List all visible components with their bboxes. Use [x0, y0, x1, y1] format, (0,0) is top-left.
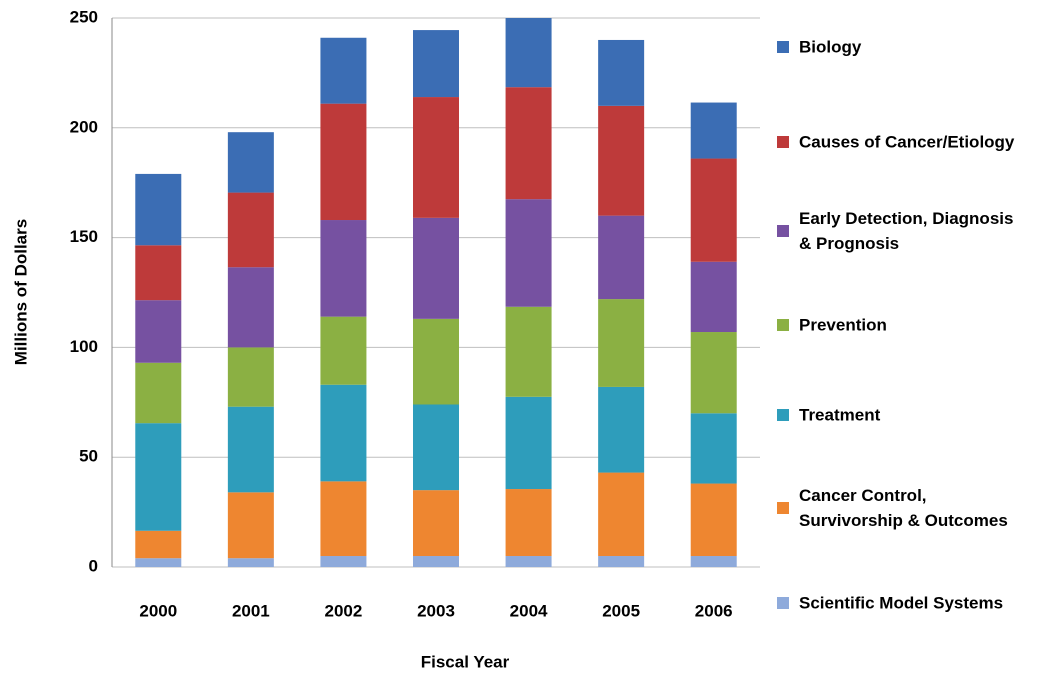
bar-segment: [320, 481, 367, 557]
y-tick-label: 250: [70, 7, 98, 26]
bar-segment: [227, 406, 274, 493]
bar-segment: [135, 558, 182, 567]
bar-segment: [227, 267, 274, 348]
legend-label: Treatment: [799, 405, 881, 425]
legend-label: Causes of Cancer/Etiology: [799, 132, 1015, 152]
x-tick-label: 2002: [325, 601, 363, 620]
bar-segment: [690, 332, 737, 414]
y-tick-label: 200: [70, 117, 98, 136]
bar-segment: [413, 30, 459, 98]
bar-segment: [227, 192, 274, 268]
bar-segment: [135, 300, 182, 363]
legend-label: Early Detection, Diagnosis & Prognosis: [799, 209, 1014, 253]
x-tick-label: 2005: [602, 601, 640, 620]
legend-swatch: [777, 225, 789, 237]
bar-segment: [227, 558, 274, 567]
legend-swatch: [777, 597, 789, 609]
x-tick-label: 2003: [417, 601, 455, 620]
legend-label: Cancer Control, Survivorship & Outcomes: [799, 486, 1008, 530]
bar-segment: [505, 18, 552, 88]
bar-segment: [320, 556, 367, 567]
bar-segment: [227, 492, 274, 559]
bar-segment: [320, 103, 367, 221]
x-tick-label: 2004: [510, 601, 548, 620]
bar-segment: [505, 396, 552, 490]
y-tick-label: 100: [70, 337, 98, 356]
bar-segment: [505, 489, 552, 557]
bar-segment: [227, 347, 274, 407]
x-tick-label: 2006: [695, 601, 733, 620]
bar-segment: [598, 39, 645, 106]
bar-segment: [320, 384, 367, 482]
bar-segment: [690, 261, 737, 333]
x-tick-label: 2001: [232, 601, 270, 620]
legend-swatch: [777, 502, 789, 514]
bar-segment: [135, 423, 182, 531]
bar-segment: [320, 220, 367, 317]
y-axis-title: Millions of Dollars: [11, 219, 30, 365]
y-tick-label: 0: [89, 556, 98, 575]
bar-segment: [598, 105, 645, 216]
legend-label: Biology: [799, 37, 862, 57]
bar-segment: [505, 87, 552, 200]
bar-segment: [690, 102, 737, 159]
bar-segment: [505, 556, 552, 567]
bar-segment: [690, 413, 737, 484]
bar-segment: [598, 472, 645, 557]
bar-segment: [413, 217, 459, 319]
bar-segment: [135, 245, 182, 301]
bar-segment: [598, 556, 645, 567]
legend-swatch: [777, 41, 789, 53]
bar-segment: [320, 37, 367, 104]
bar-segment: [135, 530, 182, 559]
bar-segment: [598, 215, 645, 300]
bar-segment: [690, 556, 737, 567]
legend-swatch: [777, 319, 789, 331]
bar-segment: [413, 490, 459, 557]
bar-segment: [320, 316, 367, 385]
bar-segment: [413, 404, 459, 491]
bar-segment: [598, 386, 645, 473]
legend-swatch: [777, 136, 789, 148]
x-tick-label: 2000: [139, 601, 177, 620]
bar-segment: [413, 97, 459, 218]
legend-label: Prevention: [799, 315, 887, 335]
y-tick-label: 150: [70, 227, 98, 246]
bar-segment: [505, 199, 552, 307]
bar-segment: [135, 362, 182, 424]
bar-segment: [135, 173, 182, 246]
legend-swatch: [777, 409, 789, 421]
bar-segment: [598, 299, 645, 387]
bar-segment: [413, 318, 459, 405]
bar-segment: [227, 132, 274, 193]
legend-label: Scientific Model Systems: [799, 593, 1004, 613]
bar-segment: [690, 483, 737, 557]
bar-segment: [690, 158, 737, 262]
bar-segment: [505, 306, 552, 397]
bar-segment: [413, 556, 459, 567]
y-tick-label: 50: [79, 447, 98, 466]
x-axis-title: Fiscal Year: [421, 652, 510, 671]
